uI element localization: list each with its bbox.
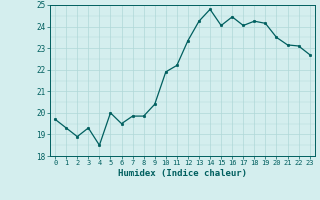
X-axis label: Humidex (Indice chaleur): Humidex (Indice chaleur) [118, 169, 247, 178]
